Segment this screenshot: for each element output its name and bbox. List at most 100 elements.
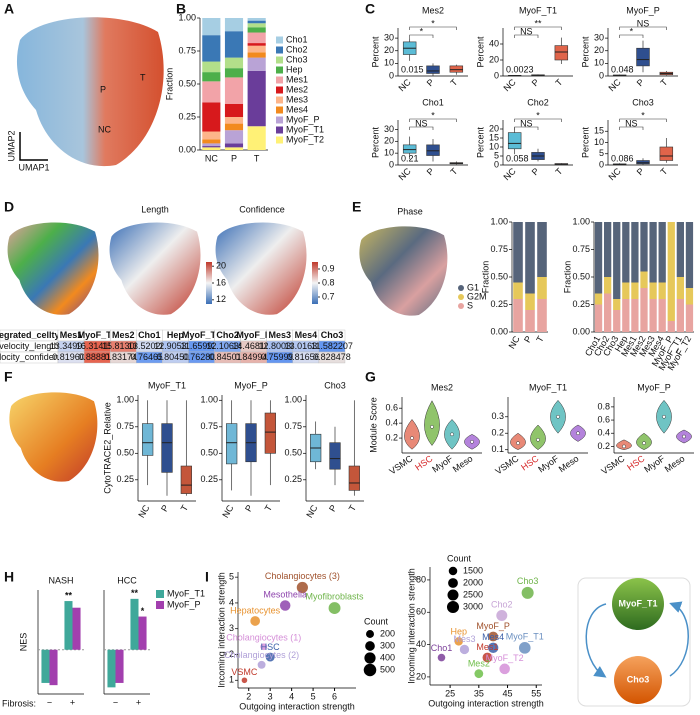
bar-segment: [224, 68, 244, 78]
table-cell-text: 13.349915: [50, 341, 93, 351]
point-label: Cholangiocytes (3): [265, 571, 340, 581]
legend-dot: [458, 294, 464, 300]
umap: [7, 222, 99, 315]
y-axis-label: Percent: [580, 36, 590, 68]
point-label: MyoF_P: [476, 621, 510, 631]
significance-label: *: [641, 110, 645, 120]
table-cell-text: 11.659937: [181, 341, 223, 351]
chart-title: Cho3: [632, 97, 654, 107]
y-tick-label: 0.25: [572, 299, 590, 309]
bar-segment: [513, 282, 523, 299]
y-tick-label: 0.75: [200, 421, 218, 431]
chart-title: MyoF_T1: [529, 382, 567, 392]
bar-segment: [622, 282, 630, 299]
bar-segment: [513, 222, 523, 283]
y-tick-label: 0.4: [597, 428, 610, 438]
panel-letter: I: [205, 569, 209, 585]
y-tick-label: 10: [489, 141, 499, 151]
umap: [359, 226, 448, 316]
legend-label: Cho3: [286, 54, 308, 64]
significance-bracket: [619, 118, 667, 122]
box: [636, 47, 650, 67]
y-tick-label: 20: [594, 45, 604, 55]
bar-segment: [622, 222, 630, 283]
y-tick-label: 0.3: [491, 411, 504, 421]
y-tick-label: 2: [229, 649, 234, 659]
x-tick-label: NC: [606, 77, 623, 94]
y-tick-label: 15: [489, 132, 499, 142]
table-cell-text: velocity_length: [0, 341, 59, 351]
x-tick-label: VSMC: [493, 453, 520, 476]
bar-segment: [247, 27, 266, 33]
y-tick-label: 0.50: [490, 271, 508, 281]
box: [402, 144, 417, 154]
x-tick-label: −: [113, 697, 118, 707]
table-header: Mes2: [112, 330, 135, 340]
network-node-label: Cho3: [627, 674, 650, 684]
x-tick-label: T: [254, 153, 260, 163]
y-tick-label: 0.75: [284, 421, 302, 431]
box: [507, 132, 522, 150]
table-header: MyoF_P: [236, 330, 271, 340]
cluster-label: NC: [98, 124, 111, 134]
x-tick-label: 5: [311, 691, 316, 701]
table-header: MyoF_T2: [182, 330, 221, 340]
x-tick-label: 45: [503, 688, 513, 698]
significance-label: *: [420, 26, 424, 36]
table-header: MyoF_T1: [78, 330, 117, 340]
bar-segment: [247, 57, 266, 71]
bar-segment: [224, 77, 244, 104]
x-tick-label: P: [425, 77, 436, 88]
size-legend-label: 3000: [463, 601, 483, 611]
y-tick-label: 40: [416, 639, 426, 649]
y-tick-label: 0.25: [116, 474, 134, 484]
bar-segment: [247, 43, 266, 46]
bar-segment: [685, 222, 694, 288]
legend-label: G2M: [467, 291, 487, 301]
point: [279, 600, 291, 611]
x-tick-label: NC: [396, 166, 413, 183]
network-edge: [669, 601, 689, 677]
size-legend-circle: [363, 663, 377, 677]
point: [499, 663, 510, 675]
table-cell-text: 0.759996: [261, 352, 299, 362]
table-cell-text: 15.813063: [102, 341, 145, 351]
y-tick-label: 30: [384, 32, 394, 42]
y-tick-label: 1.00: [116, 395, 134, 405]
chart-title: Cho3: [324, 380, 346, 390]
y-axis-label: Percent: [580, 126, 590, 158]
size-legend-circle: [446, 600, 460, 614]
significance-bracket: [409, 118, 457, 122]
y-tick-label: 1.00: [572, 216, 590, 226]
legend-swatch: [276, 46, 283, 54]
y-axis-label: Percent: [370, 36, 380, 68]
point: [488, 642, 499, 653]
x-tick-label: NC: [606, 166, 623, 183]
x-tick-label: P: [635, 166, 646, 177]
y-axis-label: Incoming interaction strength: [216, 572, 226, 688]
chart-title: Mes2: [422, 5, 444, 15]
panel-letter: A: [4, 1, 14, 17]
bar-segment: [676, 299, 684, 332]
x-tick-label: NC: [220, 503, 235, 520]
size-legend-label: 200: [380, 628, 395, 638]
x-tick-label: 2: [246, 691, 251, 701]
bar: [49, 649, 58, 686]
table-cell-text: 16.314190: [76, 341, 119, 351]
x-tick-label: 6: [332, 691, 337, 701]
box: [348, 465, 360, 491]
y-axis-label: Fraction: [562, 261, 572, 294]
bar-segment: [537, 222, 547, 277]
network-edge: [585, 603, 607, 678]
legend-swatch: [276, 76, 283, 84]
box: [329, 442, 341, 470]
y-tick-label: 0.2: [385, 432, 398, 442]
legend-swatch: [276, 66, 283, 74]
x-tick-label: NC: [304, 503, 319, 520]
point: [488, 631, 499, 642]
colorbar: [312, 262, 318, 304]
table-cell-text: 11.582207: [311, 341, 353, 351]
x-tick-label: NC: [205, 153, 218, 163]
x-tick-label: T: [553, 166, 564, 177]
y-tick-label: 0.75: [572, 244, 590, 254]
